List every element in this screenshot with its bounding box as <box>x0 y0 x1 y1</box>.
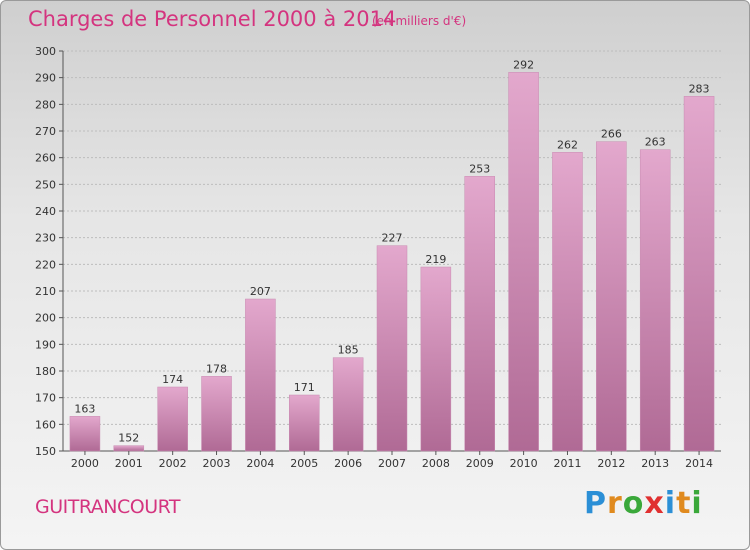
x-tick-label: 2011 <box>553 457 581 470</box>
y-tick-label: 250 <box>35 178 56 191</box>
value-label-2010: 292 <box>513 58 534 71</box>
x-tick-label: 2012 <box>597 457 625 470</box>
logo-letter: i <box>691 486 703 521</box>
y-tick-label: 280 <box>35 98 56 111</box>
x-tick-label: 2008 <box>422 457 450 470</box>
value-label-2005: 171 <box>294 381 315 394</box>
value-label-2006: 185 <box>338 344 359 357</box>
x-tick-label: 2002 <box>159 457 187 470</box>
x-tick-label: 2003 <box>203 457 231 470</box>
bar-2014 <box>683 96 715 452</box>
bar-2003 <box>201 376 232 452</box>
bar-2007 <box>376 245 408 452</box>
value-label-2007: 227 <box>382 232 403 245</box>
x-tick-label: 2005 <box>290 457 318 470</box>
x-tick-label: 2009 <box>466 457 494 470</box>
y-tick-label: 210 <box>35 285 56 298</box>
value-label-2012: 266 <box>601 128 622 141</box>
x-tick-label: 2001 <box>115 457 143 470</box>
y-tick-label: 230 <box>35 232 56 245</box>
commune-name: GUITRANCOURT <box>35 496 181 518</box>
y-tick-label: 200 <box>35 312 56 325</box>
value-label-2000: 163 <box>74 402 95 415</box>
value-label-2003: 178 <box>206 362 227 375</box>
value-label-2014: 283 <box>689 82 710 95</box>
y-tick-labels: 150 160 170 180 190 200 210 220 230 240 250 260 270 2… <box>35 45 56 458</box>
x-tick-label: 2004 <box>246 457 274 470</box>
bar-2012 <box>596 141 627 452</box>
bar-2011 <box>552 152 583 452</box>
value-label-2004: 207 <box>250 285 271 298</box>
bar-2009 <box>464 176 495 452</box>
bars <box>69 72 715 452</box>
x-tick-label: 2013 <box>641 457 669 470</box>
bar-2002 <box>157 386 188 452</box>
bar-2010 <box>508 72 539 452</box>
bar-2005 <box>289 394 320 452</box>
x-tick-label: 2014 <box>685 457 713 470</box>
logo-letter: r <box>607 486 623 521</box>
value-label-2009: 253 <box>469 162 490 175</box>
y-tick-label: 220 <box>35 258 56 271</box>
y-tick-label: 150 <box>35 445 56 458</box>
x-tick-label: 2006 <box>334 457 362 470</box>
bar-2001 <box>113 445 145 452</box>
y-tick-label: 180 <box>35 365 56 378</box>
x-tick-label: 2010 <box>510 457 538 470</box>
logo-letter: P <box>584 486 607 521</box>
proxiti-logo[interactable]: Proxiti <box>584 486 703 521</box>
y-tick-label: 300 <box>35 45 56 58</box>
value-label-2002: 174 <box>162 373 183 386</box>
x-tick-label: 2000 <box>71 457 99 470</box>
value-label-2011: 262 <box>557 138 578 151</box>
y-tick-label: 290 <box>35 72 56 85</box>
chart-subtitle: (en milliers d'€) <box>372 14 467 28</box>
x-tick-label: 2007 <box>378 457 406 470</box>
logo-letter: o <box>622 486 645 521</box>
value-label-2013: 263 <box>645 136 666 149</box>
value-label-2008: 219 <box>425 253 446 266</box>
y-tick-label: 270 <box>35 125 56 138</box>
logo-letter: x <box>644 486 665 521</box>
x-tick-labels: 2000 2001 2002 2003 2004 2005 2006 2007 2008 2009… <box>71 451 713 470</box>
bar-2008 <box>420 266 452 452</box>
y-tick-label: 260 <box>35 152 56 165</box>
y-tick-label: 170 <box>35 392 56 405</box>
y-tick-label: 160 <box>35 418 56 431</box>
logo-letter: i <box>664 486 677 521</box>
y-tick-label: 190 <box>35 338 56 351</box>
bar-2006 <box>332 357 364 452</box>
value-labels: 163 152 174 178 207 171 185 227 219 253 292 262 266 2… <box>74 58 709 444</box>
value-label-2001: 152 <box>118 432 139 445</box>
chart-title: Charges de Personnel 2000 à 2014 <box>28 7 397 31</box>
bar-2004 <box>245 298 276 452</box>
y-tick-label: 240 <box>35 205 56 218</box>
logo-letter: t <box>676 486 692 521</box>
bar-2013 <box>639 149 671 452</box>
bar-2000 <box>69 416 101 452</box>
